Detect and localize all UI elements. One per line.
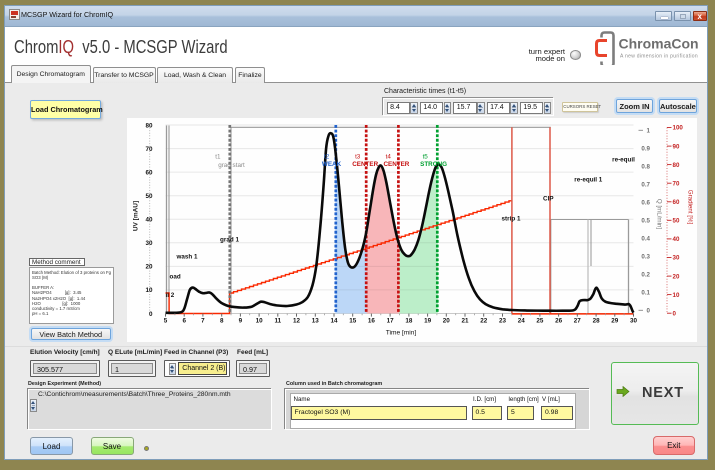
- svg-text:18: 18: [405, 318, 413, 325]
- svg-text:22: 22: [480, 318, 488, 325]
- svg-text:16: 16: [368, 318, 376, 325]
- svg-text:grad start: grad start: [218, 162, 245, 169]
- svg-text:60: 60: [145, 169, 153, 176]
- svg-text:40: 40: [145, 217, 153, 224]
- svg-text:Time [min]: Time [min]: [386, 330, 417, 337]
- svg-text:0.8: 0.8: [641, 164, 650, 171]
- svg-text:0.7: 0.7: [641, 182, 650, 189]
- svg-text:t3: t3: [355, 153, 361, 160]
- svg-text:13: 13: [312, 318, 320, 325]
- svg-text:UV [mAU]: UV [mAU]: [133, 201, 140, 231]
- svg-text:0.6: 0.6: [641, 200, 650, 207]
- svg-text:5: 5: [164, 318, 168, 325]
- svg-text:30: 30: [145, 240, 153, 247]
- svg-text:30: 30: [630, 318, 638, 325]
- svg-text:80: 80: [673, 162, 680, 169]
- svg-text:15: 15: [349, 318, 357, 325]
- svg-text:t2: t2: [324, 153, 330, 160]
- svg-text:0.3: 0.3: [641, 254, 650, 261]
- svg-text:8: 8: [220, 318, 224, 325]
- svg-text:80: 80: [145, 122, 153, 129]
- svg-text:CIP: CIP: [543, 196, 554, 203]
- svg-text:19: 19: [424, 318, 432, 325]
- svg-text:A new dimension in purificatio: A new dimension in purification: [620, 54, 698, 60]
- svg-text:CENTER: CENTER: [352, 161, 378, 168]
- svg-text:WEAK: WEAK: [322, 161, 342, 168]
- svg-text:ChromaCon: ChromaCon: [619, 36, 699, 52]
- svg-text:25: 25: [536, 318, 544, 325]
- svg-text:20: 20: [443, 318, 451, 325]
- svg-text:70: 70: [145, 146, 153, 153]
- svg-text:14: 14: [330, 318, 338, 325]
- svg-text:t5: t5: [423, 153, 429, 160]
- svg-text:re-equil: re-equil: [612, 157, 635, 164]
- svg-text:21: 21: [461, 318, 469, 325]
- svg-text:26: 26: [555, 318, 563, 325]
- svg-text:il 2: il 2: [166, 292, 175, 299]
- svg-text:20: 20: [145, 264, 153, 271]
- svg-text:0.4: 0.4: [641, 236, 650, 243]
- svg-text:70: 70: [673, 180, 680, 187]
- svg-text:1: 1: [647, 128, 651, 135]
- svg-text:0.5: 0.5: [641, 218, 650, 225]
- svg-text:50: 50: [145, 193, 153, 200]
- svg-text:STRONG: STRONG: [420, 161, 447, 168]
- svg-text:Gradient [%]: Gradient [%]: [687, 190, 694, 225]
- svg-text:10: 10: [256, 318, 264, 325]
- svg-text:oad: oad: [170, 273, 181, 280]
- svg-text:0: 0: [149, 311, 153, 318]
- svg-text:29: 29: [611, 318, 619, 325]
- svg-text:grad 1: grad 1: [220, 236, 239, 243]
- svg-text:t1: t1: [215, 153, 221, 160]
- svg-text:0.9: 0.9: [641, 146, 650, 153]
- svg-text:strip 1: strip 1: [502, 215, 521, 222]
- svg-text:wash 1: wash 1: [176, 254, 198, 261]
- svg-text:50: 50: [673, 218, 680, 225]
- svg-text:28: 28: [593, 318, 601, 325]
- svg-text:7: 7: [201, 318, 205, 325]
- svg-text:11: 11: [274, 318, 281, 325]
- svg-text:re-equil 1: re-equil 1: [574, 176, 602, 183]
- svg-text:24: 24: [518, 318, 526, 325]
- svg-text:30: 30: [673, 255, 680, 262]
- svg-text:17: 17: [387, 318, 395, 325]
- svg-text:27: 27: [574, 318, 582, 325]
- svg-text:40: 40: [673, 236, 680, 243]
- svg-text:23: 23: [499, 318, 507, 325]
- svg-text:0.1: 0.1: [641, 290, 650, 297]
- svg-text:0: 0: [647, 308, 651, 315]
- svg-text:Q [mL/min]: Q [mL/min]: [656, 199, 663, 230]
- svg-text:10: 10: [145, 287, 153, 294]
- svg-text:t4: t4: [386, 153, 392, 160]
- svg-text:60: 60: [673, 199, 680, 206]
- svg-text:10: 10: [673, 292, 680, 299]
- svg-text:6: 6: [182, 318, 186, 325]
- svg-text:90: 90: [673, 143, 680, 150]
- svg-text:0.2: 0.2: [641, 272, 650, 279]
- svg-text:0: 0: [673, 310, 677, 317]
- svg-text:12: 12: [293, 318, 301, 325]
- svg-text:CENTER: CENTER: [383, 161, 409, 168]
- svg-text:100: 100: [673, 125, 684, 132]
- svg-text:9: 9: [239, 318, 243, 325]
- svg-text:20: 20: [673, 273, 680, 280]
